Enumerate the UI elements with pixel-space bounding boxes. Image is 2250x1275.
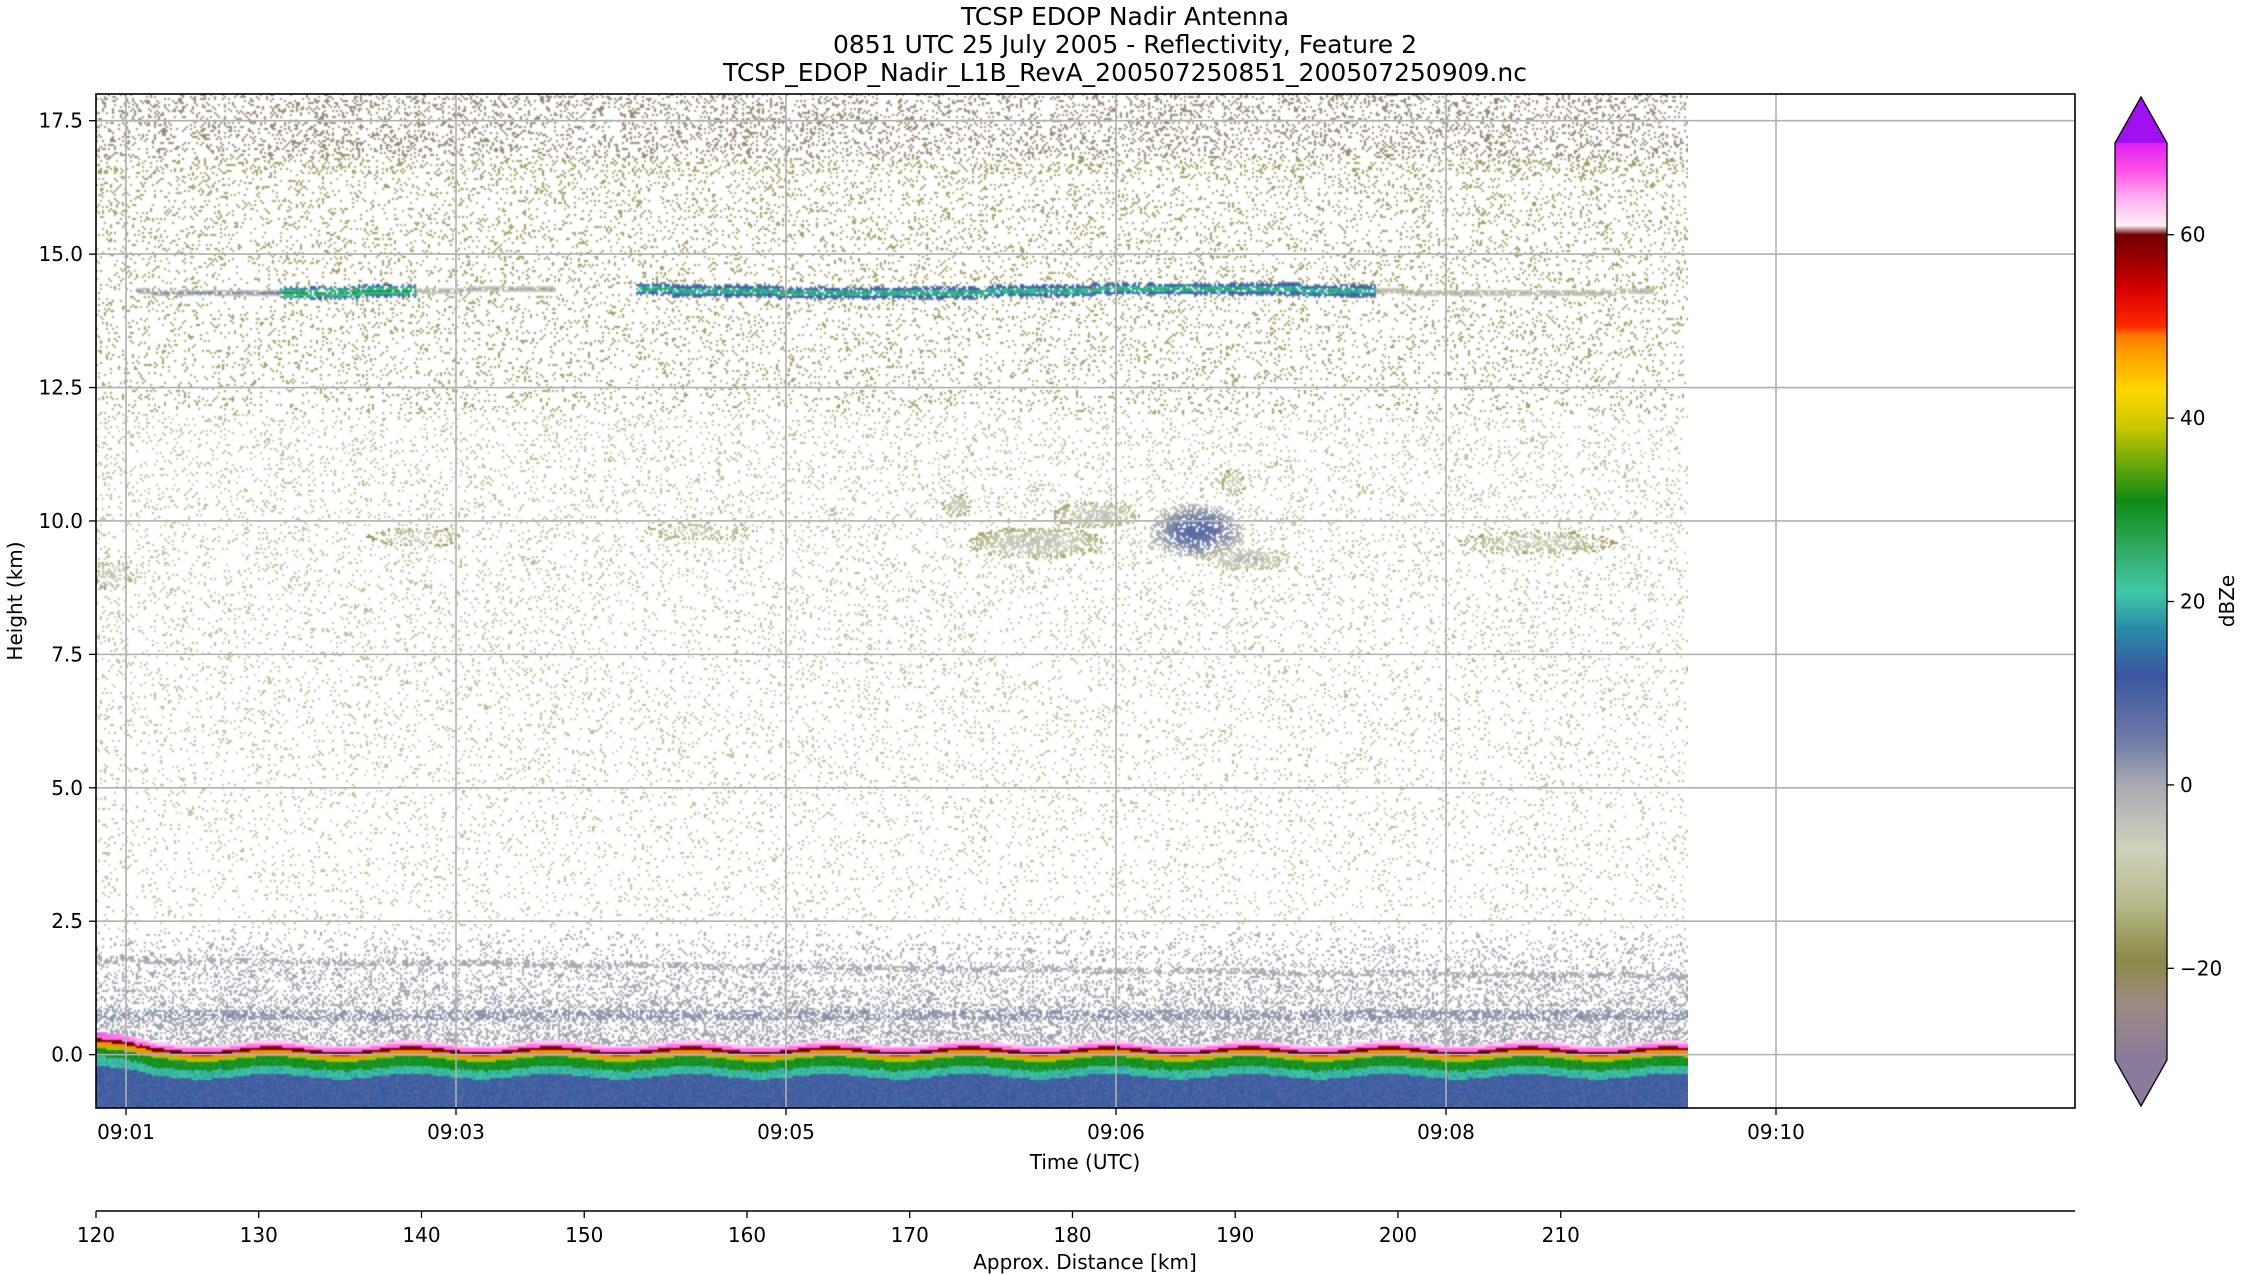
y-tick-label: 17.5 bbox=[38, 109, 83, 133]
y-tick-label: 5.0 bbox=[51, 776, 83, 800]
colorbar-tick-label: 40 bbox=[2180, 406, 2205, 430]
distance-tick-label: 140 bbox=[402, 1223, 440, 1247]
distance-axis-label: Approx. Distance [km] bbox=[973, 1250, 1197, 1274]
distance-tick-label: 190 bbox=[1216, 1223, 1254, 1247]
x-tick-label: 09:06 bbox=[1087, 1120, 1145, 1144]
y-tick-label: 15.0 bbox=[38, 242, 83, 266]
colorbar-outline bbox=[2114, 95, 2168, 1108]
distance-tick-label: 160 bbox=[728, 1223, 766, 1247]
distance-axis: 120 130 140 150 160 170 180 190 200 210 bbox=[77, 1210, 2075, 1247]
y-tick-label: 0.0 bbox=[51, 1043, 83, 1067]
x-tick-label: 09:05 bbox=[757, 1120, 815, 1144]
y-axis: 0.0 2.5 5.0 7.5 10.0 12.5 15.0 17.5 bbox=[38, 109, 96, 1067]
colorbar-tick-label: −20 bbox=[2180, 956, 2222, 980]
distance-tick-label: 210 bbox=[1542, 1223, 1580, 1247]
colorbar bbox=[2114, 95, 2168, 1108]
chart-title-line-3: TCSP_EDOP_Nadir_L1B_RevA_200507250851_20… bbox=[723, 58, 1527, 87]
distance-tick-label: 200 bbox=[1379, 1223, 1417, 1247]
y-tick-label: 7.5 bbox=[51, 642, 83, 666]
reflectivity-image bbox=[96, 94, 1688, 1108]
y-axis-label: Height (km) bbox=[3, 541, 27, 660]
x-tick-label: 09:10 bbox=[1747, 1120, 1805, 1144]
colorbar-ticks: 60 40 20 0 −20 bbox=[2167, 223, 2222, 980]
distance-tick-label: 180 bbox=[1053, 1223, 1091, 1247]
distance-tick-label: 150 bbox=[565, 1223, 603, 1247]
colorbar-tick-label: 60 bbox=[2180, 223, 2205, 247]
chart-title-line-1: TCSP EDOP Nadir Antenna bbox=[960, 2, 1290, 31]
gridlines bbox=[96, 94, 2075, 1108]
plot-frame bbox=[95, 93, 2076, 1109]
y-tick-label: 2.5 bbox=[51, 909, 83, 933]
y-tick-label: 12.5 bbox=[38, 376, 83, 400]
colorbar-tick-label: 20 bbox=[2180, 590, 2205, 614]
y-tick-label: 10.0 bbox=[38, 509, 83, 533]
colorbar-label: dBZe bbox=[2215, 575, 2239, 627]
colorbar-body bbox=[2115, 143, 2167, 1060]
chart-title-line-2: 0851 UTC 25 July 2005 - Reflectivity, Fe… bbox=[832, 30, 1418, 59]
x-axis-label: Time (UTC) bbox=[1029, 1150, 1141, 1174]
distance-tick-label: 170 bbox=[891, 1223, 929, 1247]
colorbar-tick-label: 0 bbox=[2180, 773, 2193, 797]
distance-tick-label: 120 bbox=[77, 1223, 115, 1247]
distance-tick-label: 130 bbox=[240, 1223, 278, 1247]
colorbar-extend-low bbox=[2115, 1060, 2167, 1106]
x-tick-label: 09:03 bbox=[427, 1120, 485, 1144]
colorbar-extend-high bbox=[2115, 97, 2167, 143]
x-tick-label: 09:08 bbox=[1417, 1120, 1475, 1144]
x-tick-label: 09:01 bbox=[97, 1120, 155, 1144]
x-axis: 09:01 09:03 09:05 09:06 09:08 09:10 bbox=[97, 1108, 1805, 1144]
